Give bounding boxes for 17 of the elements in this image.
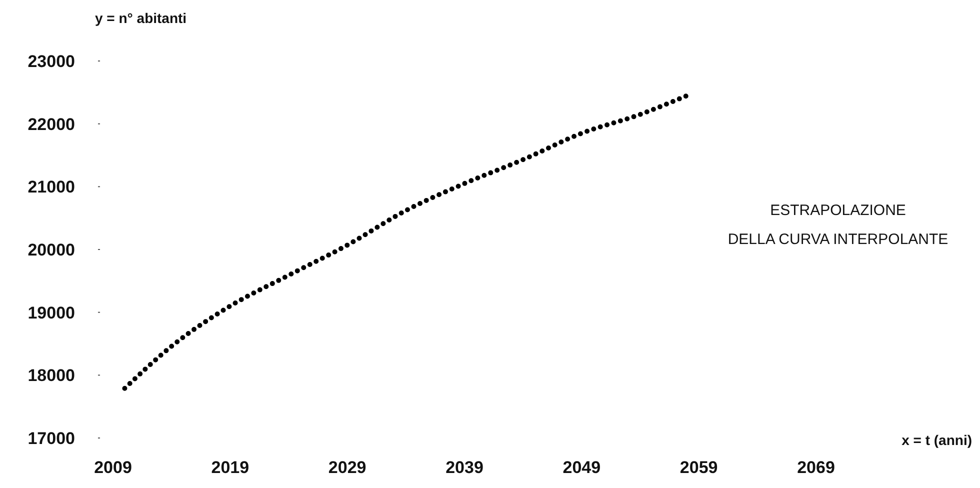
x-tick-label: 2009	[94, 458, 132, 477]
x-tick-label: 2029	[328, 458, 366, 477]
x-axis-title: x = t (anni)	[902, 432, 972, 448]
y-tick-label: 23000	[28, 52, 75, 71]
x-tick-label: 2039	[446, 458, 484, 477]
y-tick-label: 22000	[28, 114, 75, 134]
y-tick-label: 17000	[28, 428, 75, 448]
y-axis-title: y = n° abitanti	[95, 10, 187, 26]
y-tick-label: 21000	[28, 178, 75, 197]
y-tick-label: 19000	[28, 303, 75, 322]
x-tick-label: 2019	[211, 458, 250, 477]
x-tick-label: 2059	[680, 458, 718, 477]
y-tick-label: 20000	[28, 240, 75, 260]
annotation: ESTRAPOLAZIONE DELLA CURVA INTERPOLANTE	[728, 202, 948, 248]
x-tick-label: 2069	[797, 458, 835, 477]
x-tick-label: 2049	[562, 458, 601, 477]
y-tick-label: 18000	[28, 366, 75, 386]
